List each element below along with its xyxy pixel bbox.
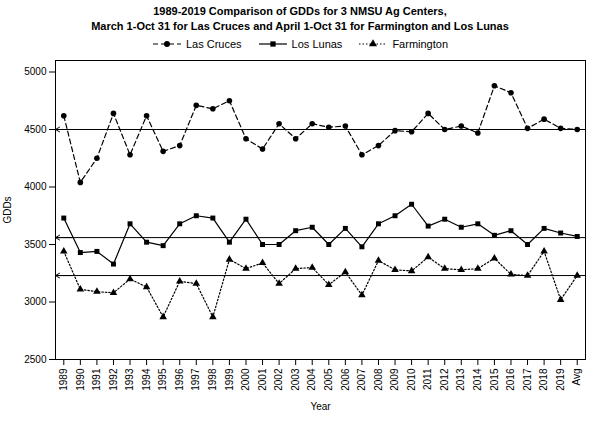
- svg-text:2017: 2017: [522, 368, 533, 391]
- svg-text:2001: 2001: [257, 368, 268, 391]
- svg-text:1998: 1998: [207, 368, 218, 391]
- svg-text:1994: 1994: [141, 368, 152, 391]
- svg-text:2011: 2011: [422, 368, 433, 390]
- html-text:Las Cruces: Las Cruces: [186, 37, 242, 50]
- svg-text:1999: 1999: [224, 368, 235, 391]
- svg-text:2500: 2500: [24, 353, 47, 364]
- html-text:Farmington: Farmington: [392, 37, 448, 50]
- svg-text:2019: 2019: [555, 368, 566, 391]
- svg-text:1992: 1992: [108, 368, 119, 391]
- svg-text:2015: 2015: [489, 368, 500, 391]
- svg-text:2007: 2007: [356, 368, 367, 391]
- svg-text:2016: 2016: [505, 368, 516, 391]
- svg-text:1996: 1996: [174, 368, 185, 391]
- svg-text:2003: 2003: [290, 368, 301, 391]
- svg-text:GDDs: GDDs: [2, 196, 13, 223]
- svg-text:1995: 1995: [157, 368, 168, 391]
- svg-text:2005: 2005: [323, 368, 334, 391]
- svg-text:1991: 1991: [91, 368, 102, 391]
- svg-text:4000: 4000: [24, 181, 47, 192]
- svg-text:1997: 1997: [190, 368, 201, 391]
- svg-text:2006: 2006: [340, 368, 351, 391]
- svg-text:2002: 2002: [273, 368, 284, 391]
- svg-text:2008: 2008: [373, 368, 384, 391]
- svg-text:2009: 2009: [389, 368, 400, 391]
- svg-text:3500: 3500: [24, 238, 47, 249]
- svg-text:1989: 1989: [58, 368, 69, 391]
- html-text:1989-2019 Comparison of GDDs f: 1989-2019 Comparison of GDDs for 3 NMSU …: [91, 5, 509, 32]
- svg-text:4500: 4500: [24, 123, 47, 134]
- svg-text:2018: 2018: [538, 368, 549, 391]
- svg-text:2004: 2004: [306, 368, 317, 391]
- svg-text:2010: 2010: [406, 368, 417, 391]
- svg-text:1993: 1993: [124, 368, 135, 391]
- svg-text:2000: 2000: [240, 368, 251, 391]
- svg-text:3000: 3000: [24, 296, 47, 307]
- svg-text:1990: 1990: [75, 368, 86, 391]
- svg-text:5000: 5000: [24, 66, 47, 77]
- svg-text:2013: 2013: [455, 368, 466, 391]
- html-text:Los Lunas: Los Lunas: [291, 37, 343, 50]
- svg-text:Year: Year: [310, 400, 331, 411]
- svg-text:Avg: Avg: [571, 368, 582, 385]
- svg-text:2012: 2012: [439, 368, 450, 391]
- svg-text:2014: 2014: [472, 368, 483, 391]
